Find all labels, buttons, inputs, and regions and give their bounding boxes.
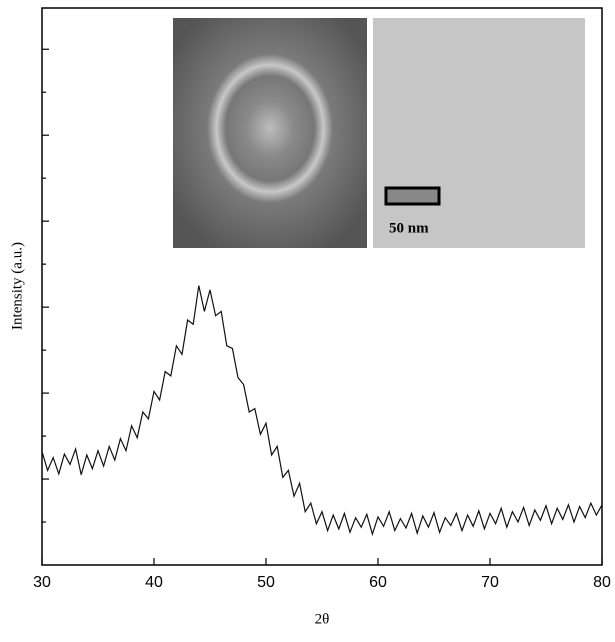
x-tick-label: 70	[481, 574, 499, 591]
plot-frame	[41, 7, 603, 566]
x-tick-label: 80	[593, 574, 611, 591]
data-line	[41, 285, 603, 537]
diffraction-image	[173, 18, 367, 248]
tem-image	[373, 18, 585, 248]
y-axis-label: Intensity (a.u.)	[9, 242, 25, 330]
x-tick-label: 50	[257, 574, 275, 591]
x-tick-label: 40	[145, 574, 163, 591]
scale-label: 50 nm	[389, 220, 429, 236]
x-axis-label: 2θ	[315, 611, 330, 627]
x-tick-label: 30	[33, 574, 51, 591]
x-tick-label: 60	[369, 574, 387, 591]
scale-bar	[384, 186, 441, 206]
